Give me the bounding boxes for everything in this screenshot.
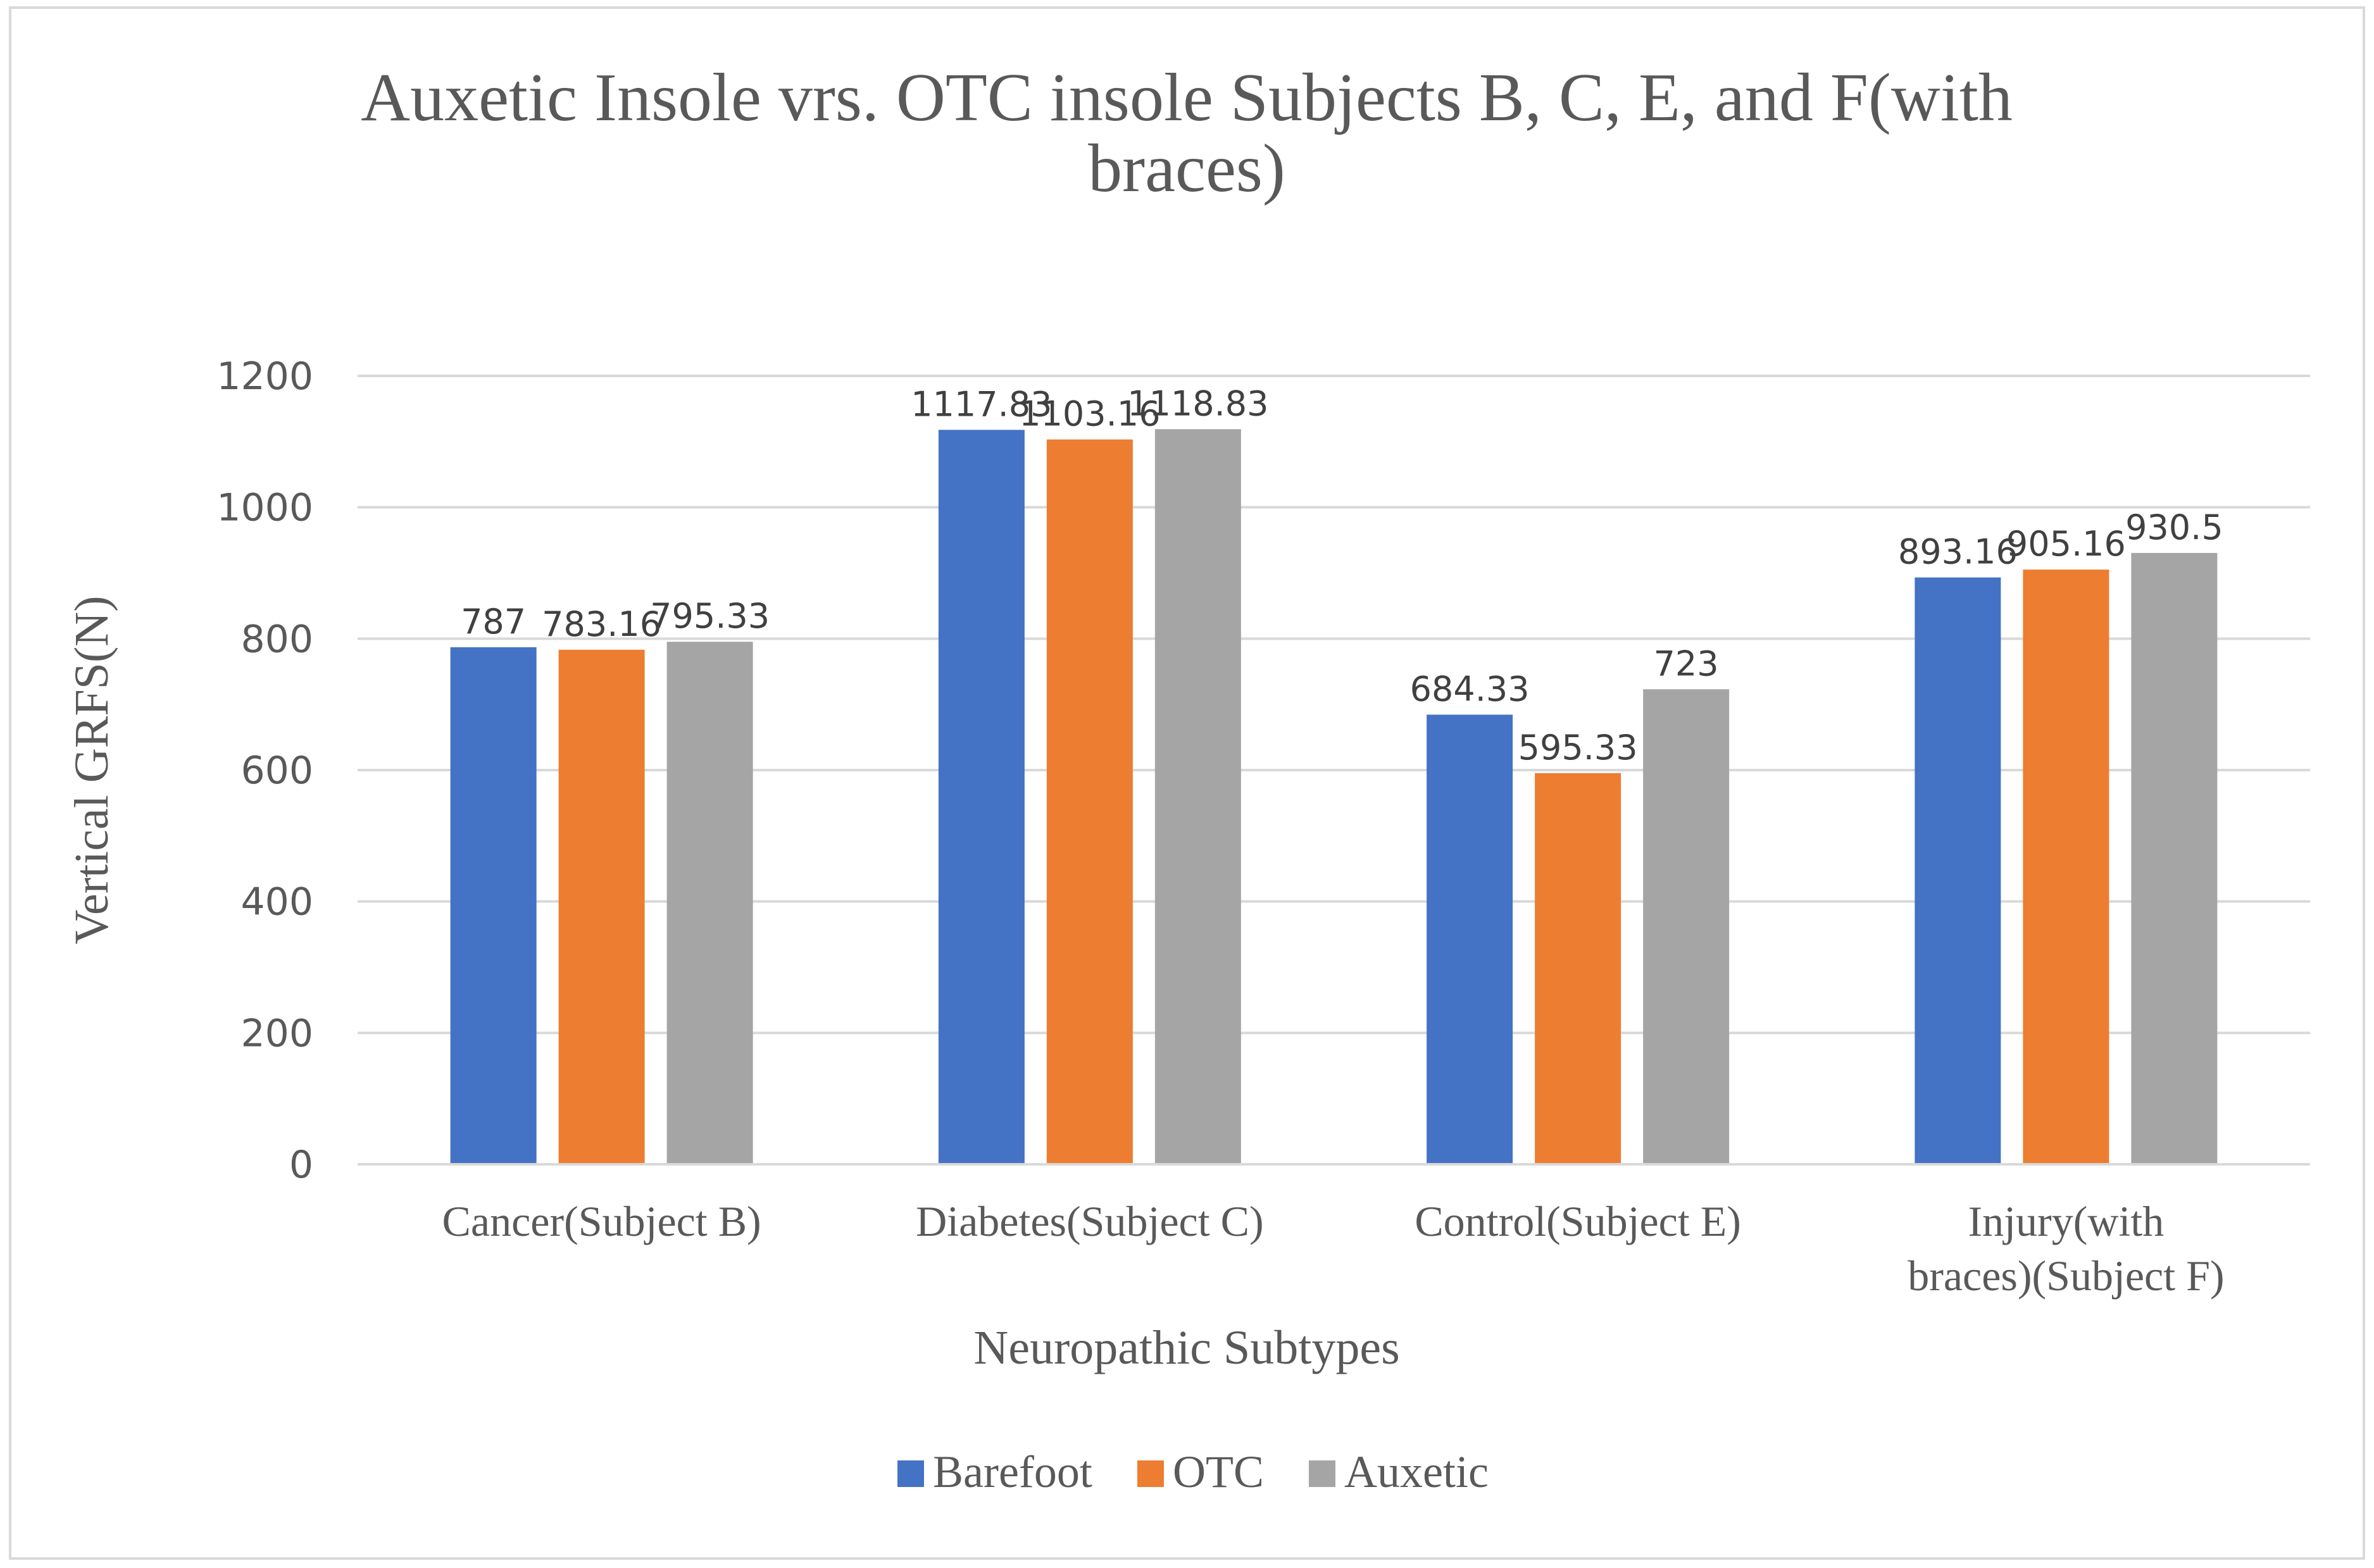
y-tick-label: 1200 bbox=[216, 354, 313, 399]
bar-auxetic bbox=[1643, 689, 1730, 1164]
x-category-label: Control(Subject E) bbox=[1415, 1197, 1741, 1245]
bar-barefoot bbox=[450, 647, 537, 1164]
data-label: 1117.83 bbox=[911, 384, 1052, 424]
data-label: 930.5 bbox=[2125, 507, 2223, 547]
bar-barefoot bbox=[938, 430, 1025, 1164]
chart-title-line: Auxetic Insole vrs. OTC insole Subjects … bbox=[361, 60, 2013, 135]
legend-swatch-barefoot bbox=[897, 1460, 924, 1487]
bar-otc bbox=[2023, 569, 2109, 1164]
legend-swatch-otc bbox=[1137, 1460, 1164, 1487]
y-tick-label: 800 bbox=[241, 617, 313, 661]
x-category-label: Diabetes(Subject C) bbox=[916, 1197, 1264, 1245]
x-axis-label: Neuropathic Subtypes bbox=[973, 1321, 1399, 1374]
bar-otc bbox=[1046, 439, 1133, 1164]
data-label: 684.33 bbox=[1410, 669, 1530, 709]
chart-title-line: braces) bbox=[1088, 131, 1285, 206]
legend-label: Auxetic bbox=[1344, 1447, 1489, 1497]
data-label: 723 bbox=[1654, 644, 1719, 683]
x-category-label: braces)(Subject F) bbox=[1908, 1252, 2224, 1300]
data-label: 893.16 bbox=[1898, 532, 2018, 572]
bar-barefoot bbox=[1915, 577, 2001, 1164]
bar-barefoot bbox=[1427, 714, 1513, 1164]
y-tick-label: 0 bbox=[289, 1143, 313, 1187]
data-label: 795.33 bbox=[650, 596, 770, 636]
x-category-label: Injury(with bbox=[1968, 1197, 2165, 1245]
legend-swatch-auxetic bbox=[1309, 1460, 1335, 1487]
data-label: 1118.83 bbox=[1127, 383, 1268, 423]
data-label: 595.33 bbox=[1518, 728, 1638, 768]
y-tick-label: 400 bbox=[241, 880, 313, 924]
legend-label: Barefoot bbox=[933, 1447, 1092, 1497]
bar-auxetic bbox=[666, 642, 753, 1164]
bar-auxetic bbox=[1154, 429, 1241, 1164]
x-category-label: Cancer(Subject B) bbox=[442, 1197, 761, 1245]
bar-auxetic bbox=[2131, 552, 2218, 1164]
y-axis-label: Vertical GRFS(N) bbox=[65, 596, 118, 945]
data-label: 1103.16 bbox=[1019, 394, 1160, 434]
data-label: 787 bbox=[461, 602, 526, 642]
data-label: 905.16 bbox=[2006, 524, 2126, 564]
y-tick-label: 600 bbox=[241, 749, 313, 793]
data-label: 783.16 bbox=[542, 604, 661, 644]
legend-label: OTC bbox=[1173, 1447, 1264, 1497]
y-tick-label: 1000 bbox=[216, 486, 313, 530]
bar-otc bbox=[1535, 773, 1621, 1164]
bar-otc bbox=[558, 649, 645, 1164]
y-tick-label: 200 bbox=[241, 1011, 313, 1055]
